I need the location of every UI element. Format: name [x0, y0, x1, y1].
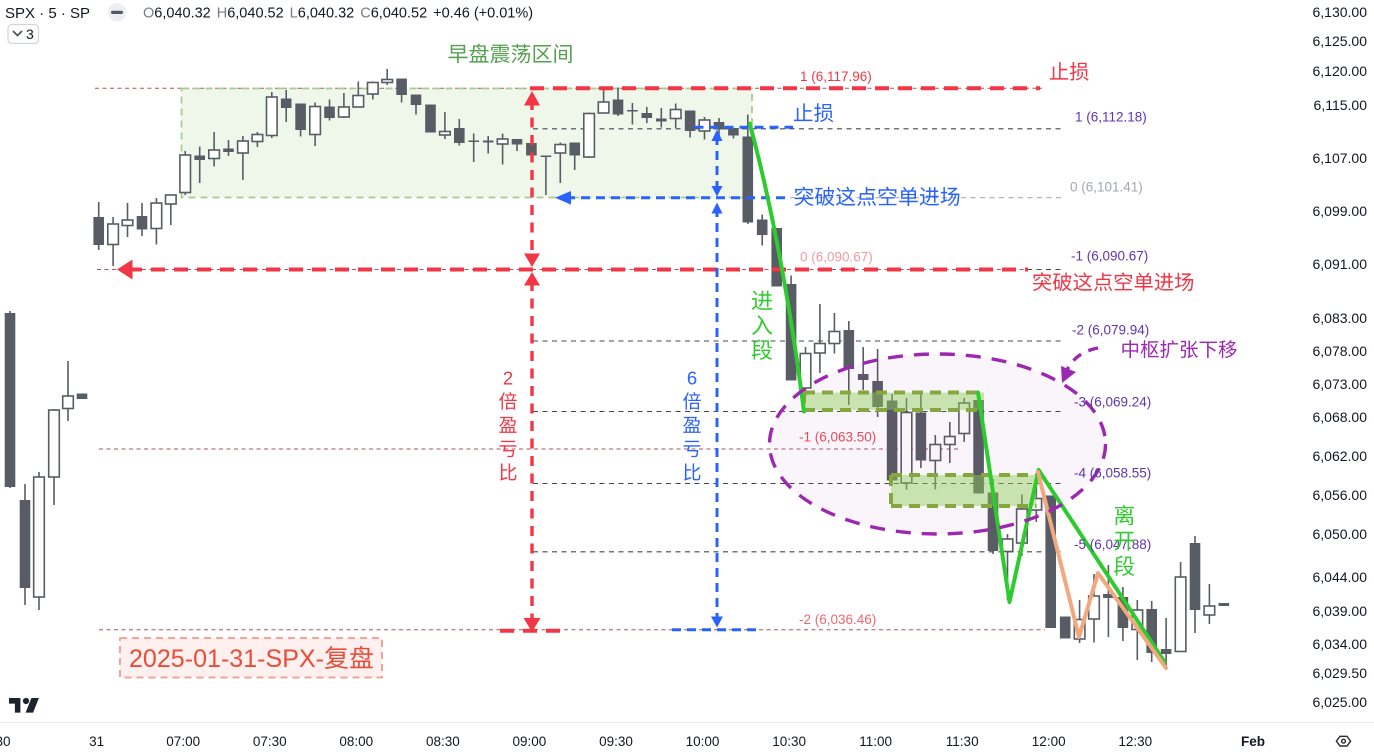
- svg-text:6,039.00: 6,039.00: [1313, 603, 1368, 619]
- svg-text:0 (6,090.67): 0 (6,090.67): [800, 250, 873, 265]
- svg-text:08:00: 08:00: [339, 734, 373, 749]
- svg-text:11:30: 11:30: [946, 734, 979, 749]
- svg-text:12:00: 12:00: [1032, 734, 1066, 749]
- svg-text:12:30: 12:30: [1118, 734, 1152, 749]
- svg-text:10:00: 10:00: [686, 734, 720, 749]
- svg-text:6,099.00: 6,099.00: [1313, 203, 1368, 219]
- svg-text:6,083.00: 6,083.00: [1313, 310, 1368, 326]
- svg-text:09:30: 09:30: [599, 734, 633, 749]
- svg-text:09:00: 09:00: [513, 734, 547, 749]
- svg-text:08:30: 08:30: [426, 734, 460, 749]
- svg-text:2025-01-31-SPX-: 2025-01-31-SPX-: [129, 645, 324, 673]
- svg-text:-1 (6,090.67): -1 (6,090.67): [1071, 249, 1148, 264]
- svg-text:30: 30: [0, 734, 11, 749]
- svg-text:6,068.00: 6,068.00: [1313, 409, 1368, 425]
- svg-text:6,125.00: 6,125.00: [1313, 33, 1368, 49]
- svg-text:6,050.00: 6,050.00: [1313, 526, 1368, 542]
- svg-text:-3 (6,069.24): -3 (6,069.24): [1074, 395, 1151, 410]
- svg-text:6,120.00: 6,120.00: [1313, 63, 1368, 79]
- svg-text:6,091.00: 6,091.00: [1313, 256, 1368, 272]
- svg-text:-2 (6,036.46): -2 (6,036.46): [799, 612, 876, 627]
- svg-text:6,107.00: 6,107.00: [1313, 150, 1368, 166]
- svg-text:07:00: 07:00: [166, 734, 200, 749]
- svg-text:11:00: 11:00: [859, 734, 892, 749]
- svg-text:6: 6: [687, 368, 697, 389]
- svg-text:07:30: 07:30: [253, 734, 287, 749]
- svg-text:6,034.00: 6,034.00: [1313, 636, 1368, 652]
- svg-text:31: 31: [89, 734, 104, 749]
- svg-text:-2 (6,079.94): -2 (6,079.94): [1072, 323, 1149, 338]
- svg-text:6,025.00: 6,025.00: [1313, 694, 1368, 710]
- svg-text:1 (6,117.96): 1 (6,117.96): [800, 69, 872, 84]
- svg-text:6,062.00: 6,062.00: [1313, 448, 1368, 464]
- svg-text:2: 2: [503, 368, 513, 389]
- svg-text:10:30: 10:30: [772, 734, 806, 749]
- svg-text:6,078.00: 6,078.00: [1313, 343, 1368, 359]
- svg-text:6,056.00: 6,056.00: [1313, 487, 1368, 503]
- svg-text:-5 (6,047.88): -5 (6,047.88): [1074, 537, 1151, 552]
- svg-text:SPX · 5 · SP: SPX · 5 · SP: [5, 5, 90, 22]
- svg-text:1 (6,112.18): 1 (6,112.18): [1075, 110, 1147, 125]
- svg-text:6,044.00: 6,044.00: [1313, 569, 1368, 585]
- svg-text:6,029.50: 6,029.50: [1313, 665, 1368, 681]
- svg-text:Feb: Feb: [1241, 734, 1265, 749]
- svg-text:6,073.00: 6,073.00: [1313, 376, 1368, 392]
- svg-text:0 (6,101.41): 0 (6,101.41): [1070, 180, 1143, 195]
- svg-text:6,130.00: 6,130.00: [1313, 4, 1368, 20]
- svg-text:-4 (6,058.55): -4 (6,058.55): [1074, 466, 1151, 481]
- svg-text:-1 (6,063.50): -1 (6,063.50): [799, 430, 876, 445]
- svg-text:3: 3: [26, 26, 34, 42]
- svg-text:6,115.00: 6,115.00: [1314, 97, 1368, 113]
